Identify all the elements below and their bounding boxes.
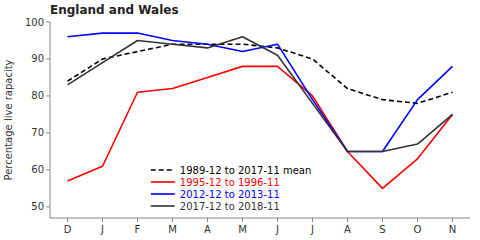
x-tick <box>137 218 138 222</box>
legend-swatch <box>151 205 175 207</box>
x-tick-label: O <box>414 224 422 235</box>
y-tick <box>46 169 50 170</box>
series-line <box>68 44 453 103</box>
y-tick <box>46 95 50 96</box>
x-tick-label: M <box>238 224 247 235</box>
x-tick <box>102 218 103 222</box>
x-tick <box>277 218 278 222</box>
x-tick <box>382 218 383 222</box>
y-tick-label: 70 <box>31 127 44 138</box>
x-axis-line <box>50 218 470 219</box>
x-tick-label: A <box>344 224 351 235</box>
y-axis-line <box>50 22 51 218</box>
x-tick-label: J <box>310 224 314 235</box>
x-tick-label: J <box>100 224 104 235</box>
legend-swatch <box>151 193 175 195</box>
y-tick <box>46 58 50 59</box>
x-tick <box>417 218 418 222</box>
series-line <box>68 66 453 188</box>
x-tick-label: D <box>64 224 72 235</box>
x-tick <box>207 218 208 222</box>
legend-swatch <box>151 181 175 183</box>
chart: England and Wales Percentage live rapacit… <box>0 0 480 240</box>
title: England and Wales <box>50 3 179 17</box>
y-tick-label: 90 <box>31 53 44 64</box>
series-line <box>68 33 453 151</box>
y-tick-label: 60 <box>31 164 44 175</box>
y-tick-label: 80 <box>31 90 44 101</box>
x-tick-label: M <box>168 224 177 235</box>
y-axis-label: Percentage live rapacity <box>3 59 14 180</box>
y-tick <box>46 22 50 23</box>
series-line <box>68 37 453 152</box>
x-tick <box>242 218 243 222</box>
plot-area <box>68 33 453 188</box>
x-tick <box>67 218 68 222</box>
legend-label: 2017-12 to 2018-11 <box>180 201 280 212</box>
x-tick <box>172 218 173 222</box>
y-tick-label: 50 <box>31 201 44 212</box>
x-tick-label: A <box>204 224 211 235</box>
x-tick <box>452 218 453 222</box>
x-tick-label: F <box>135 224 141 235</box>
legend-label: 2012-12 to 2013-11 <box>180 189 280 200</box>
x-tick <box>312 218 313 222</box>
legend-label: 1989-12 to 2017-11 mean <box>180 165 311 176</box>
y-tick <box>46 132 50 133</box>
legend-label: 1995-12 to 1996-11 <box>180 177 280 188</box>
y-tick-label: 100 <box>25 17 44 28</box>
x-tick-label: S <box>379 224 385 235</box>
legend-swatch <box>151 169 175 171</box>
x-tick <box>347 218 348 222</box>
x-tick-label: N <box>449 224 456 235</box>
legend: 1989-12 to 2017-11 mean1995-12 to 1996-1… <box>151 165 311 212</box>
x-tick-label: J <box>275 224 279 235</box>
y-tick <box>46 206 50 207</box>
